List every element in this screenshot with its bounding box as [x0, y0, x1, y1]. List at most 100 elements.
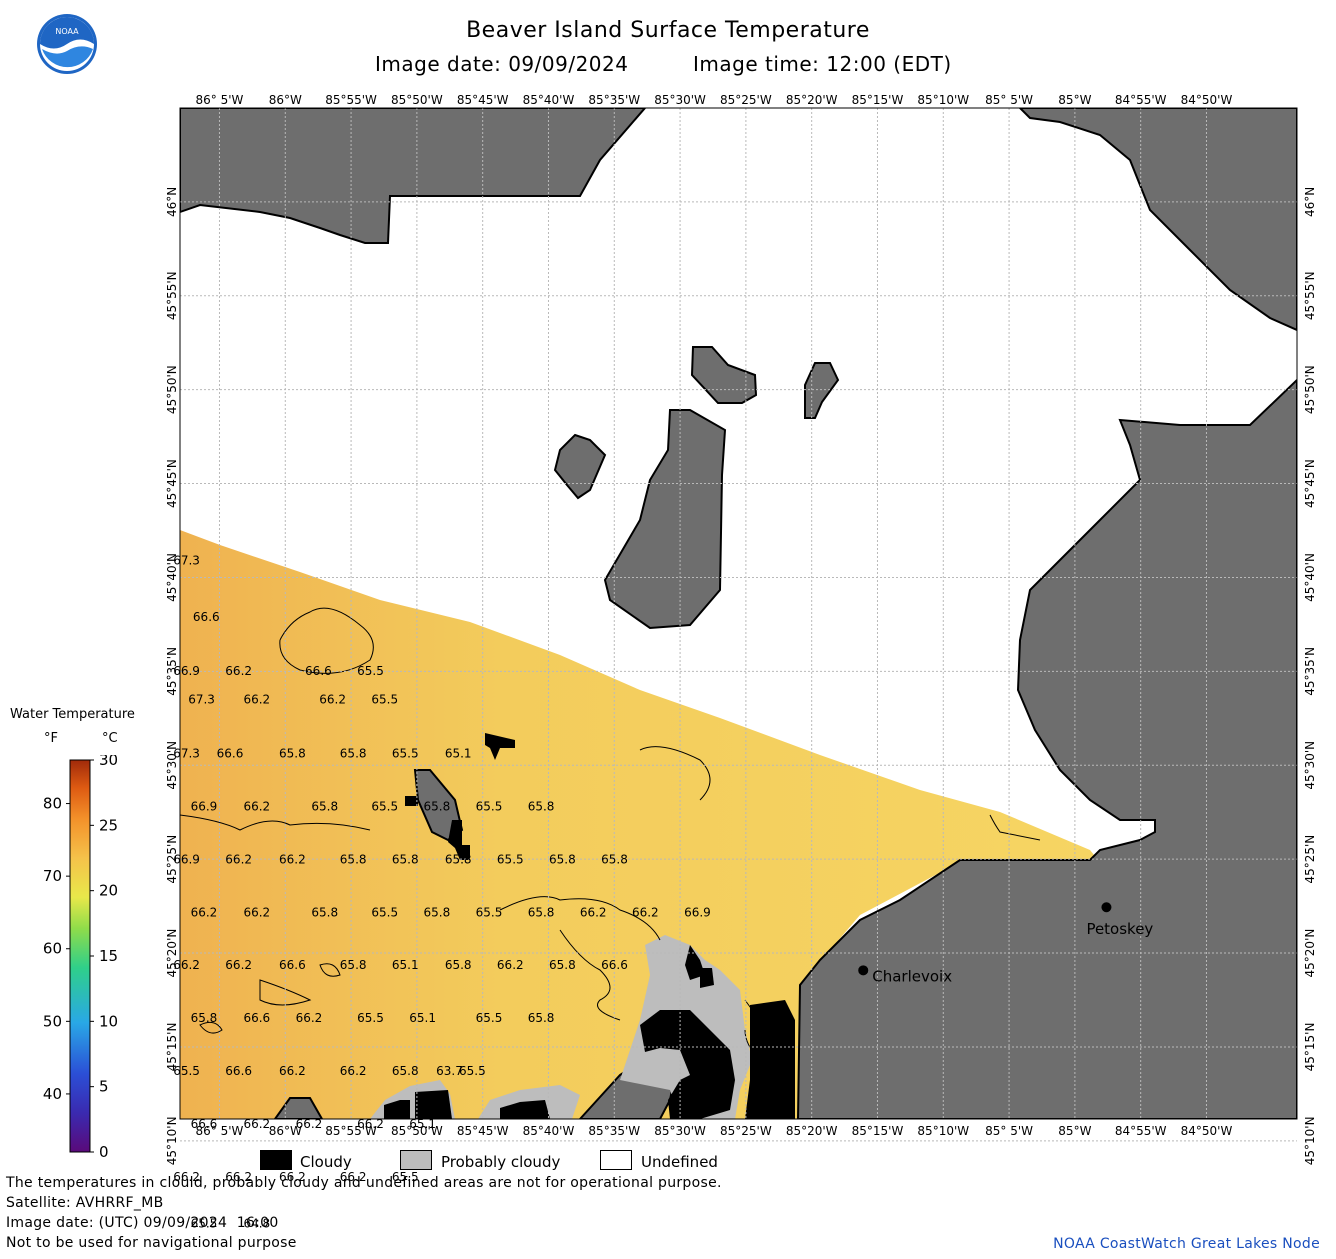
probably-cloudy-label: Probably cloudy [441, 1153, 561, 1171]
temperature-value: 65.8 [445, 958, 472, 972]
temperature-value: 66.2 [225, 958, 252, 972]
land-north [180, 108, 647, 244]
temperature-value: 65.5 [371, 905, 398, 919]
temperature-value: 65.1 [445, 746, 472, 760]
lat-label-left: 45°35'N [165, 647, 179, 696]
color-bar [69, 759, 91, 1153]
lat-label-left: 45°20'N [165, 929, 179, 978]
temperature-value: 65.5 [357, 1011, 384, 1025]
lon-label-bottom: 85°20'W [786, 1124, 838, 1138]
temperature-value: 65.8 [528, 1011, 555, 1025]
lon-label-bottom: 85°15'W [852, 1124, 904, 1138]
lat-label-left: 45°55'N [165, 271, 179, 320]
temperature-value: 66.2 [243, 905, 270, 919]
temperature-value: 64.8 [243, 1216, 270, 1230]
legend-unit-c: °C [102, 731, 118, 746]
lon-label-top: 86°W [269, 93, 302, 107]
temperature-value: 66.2 [357, 1117, 384, 1131]
temperature-value: 65.5 [476, 905, 503, 919]
lon-label-top: 85°15'W [852, 93, 904, 107]
temperature-value: 65.8 [549, 958, 576, 972]
temperature-value: 66.9 [173, 664, 200, 678]
lat-label-left: 45°25'N [165, 835, 179, 884]
lon-label-bottom: 85°35'W [588, 1124, 640, 1138]
temperature-value: 65.5 [371, 692, 398, 706]
land-areas [180, 108, 1297, 1119]
temperature-value: 66.9 [684, 905, 711, 919]
svg-text:NOAA: NOAA [55, 27, 79, 36]
temperature-value: 65.8 [279, 746, 306, 760]
temperature-value: 66.2 [243, 692, 270, 706]
lat-label-right: 45°40'N [1303, 553, 1317, 602]
temperature-value: 66.6 [193, 610, 220, 624]
temperature-value: 65.5 [357, 664, 384, 678]
temperature-value: 66.2 [225, 852, 252, 866]
lon-label-bottom: 85°40'W [523, 1124, 575, 1138]
temperature-value: 65.8 [423, 799, 450, 813]
map-title: Beaver Island Surface Temperature [466, 18, 870, 43]
lon-label-top: 85°45'W [457, 93, 509, 107]
cloudy-areas [384, 733, 795, 1119]
lon-label-top: 86° 5'W [196, 93, 244, 107]
temperature-value: 65.8 [311, 905, 338, 919]
temperature-value: 65.1 [392, 958, 419, 972]
temperature-value: 66.2 [173, 958, 200, 972]
temperature-value: 66.2 [632, 905, 659, 919]
lat-label-left: 45°50'N [165, 365, 179, 414]
temperature-value: 67.3 [188, 692, 215, 706]
lon-label-bottom: 85°W [1058, 1124, 1091, 1138]
temperature-value: 65.8 [392, 852, 419, 866]
water-temperature-field [180, 530, 1098, 1119]
lon-label-bottom: 85°45'W [457, 1124, 509, 1138]
lon-label-top: 85°25'W [720, 93, 772, 107]
credit-link[interactable]: NOAA CoastWatch Great Lakes Node [1053, 1236, 1320, 1252]
temperature-value: 67.3 [173, 554, 200, 568]
longitude-labels-bottom: 86° 5'W 86°W 85°55'W 85°50'W 85°45'W 85°40'W 8… [196, 1124, 1233, 1138]
temperature-value: 66.2 [340, 1170, 367, 1184]
lat-label-left: 45°30'N [165, 741, 179, 790]
temperature-values: 67.3 66.6 66.9 66.2 66.6 65.5 67.3 66.2 66.2 65.5… [173, 554, 711, 1231]
c-tick-label: 15 [99, 947, 118, 965]
temperature-value: 65.5 [476, 1011, 503, 1025]
high-island [553, 433, 607, 500]
temperature-value: 66.2 [279, 1170, 306, 1184]
temperature-value: 66.2 [497, 958, 524, 972]
graticule [180, 108, 1297, 1142]
temperature-value: 65.8 [423, 905, 450, 919]
lat-label-right: 45°25'N [1303, 835, 1317, 884]
temperature-value: 66.2 [243, 799, 270, 813]
temperature-value: 65.5 [392, 1170, 419, 1184]
c-tick-label: 20 [99, 882, 118, 900]
fahrenheit-ticks: 80 70 60 50 40 [43, 795, 70, 1103]
c-tick-label: 10 [99, 1012, 118, 1030]
temperature-value: 65.8 [191, 1011, 218, 1025]
lat-label-right: 46°N [1303, 187, 1317, 217]
f-tick-label: 70 [43, 867, 62, 885]
land-east [796, 378, 1297, 1119]
lon-label-top: 85°20'W [786, 93, 838, 107]
lat-label-right: 45°50'N [1303, 365, 1317, 414]
f-tick-label: 40 [43, 1085, 62, 1103]
latitude-labels-left: 46°N 45°55'N 45°50'N 45°45'N 45°40'N 45°35'N 4… [165, 187, 179, 1166]
temperature-value: 65.5 [371, 799, 398, 813]
lat-label-right: 45°20'N [1303, 929, 1317, 978]
legend-unit-f: °F [44, 731, 58, 746]
footer-note-4: Not to be used for navigational purpose [6, 1235, 297, 1251]
legend-title: Water Temperature [10, 707, 135, 722]
temperature-value: 66.2 [580, 905, 607, 919]
lon-label-top: 84°50'W [1181, 93, 1233, 107]
place-dot [858, 965, 869, 976]
lat-label-right: 45°15'N [1303, 1023, 1317, 1072]
temperature-value: 67.3 [173, 746, 200, 760]
temperature-value: 65.1 [409, 1117, 436, 1131]
temperature-value: 66.9 [191, 799, 218, 813]
temperature-value: 65.8 [340, 958, 367, 972]
temperature-value: 66.2 [296, 1011, 323, 1025]
lon-label-bottom: 85°10'W [917, 1124, 969, 1138]
f-tick-label: 50 [43, 1012, 62, 1030]
footer-note-1: The temperatures in clould, probably clo… [6, 1175, 722, 1191]
lon-label-top: 85°30'W [654, 93, 706, 107]
temperature-value: 66.2 [319, 692, 346, 706]
lat-label-right: 45°45'N [1303, 459, 1317, 508]
